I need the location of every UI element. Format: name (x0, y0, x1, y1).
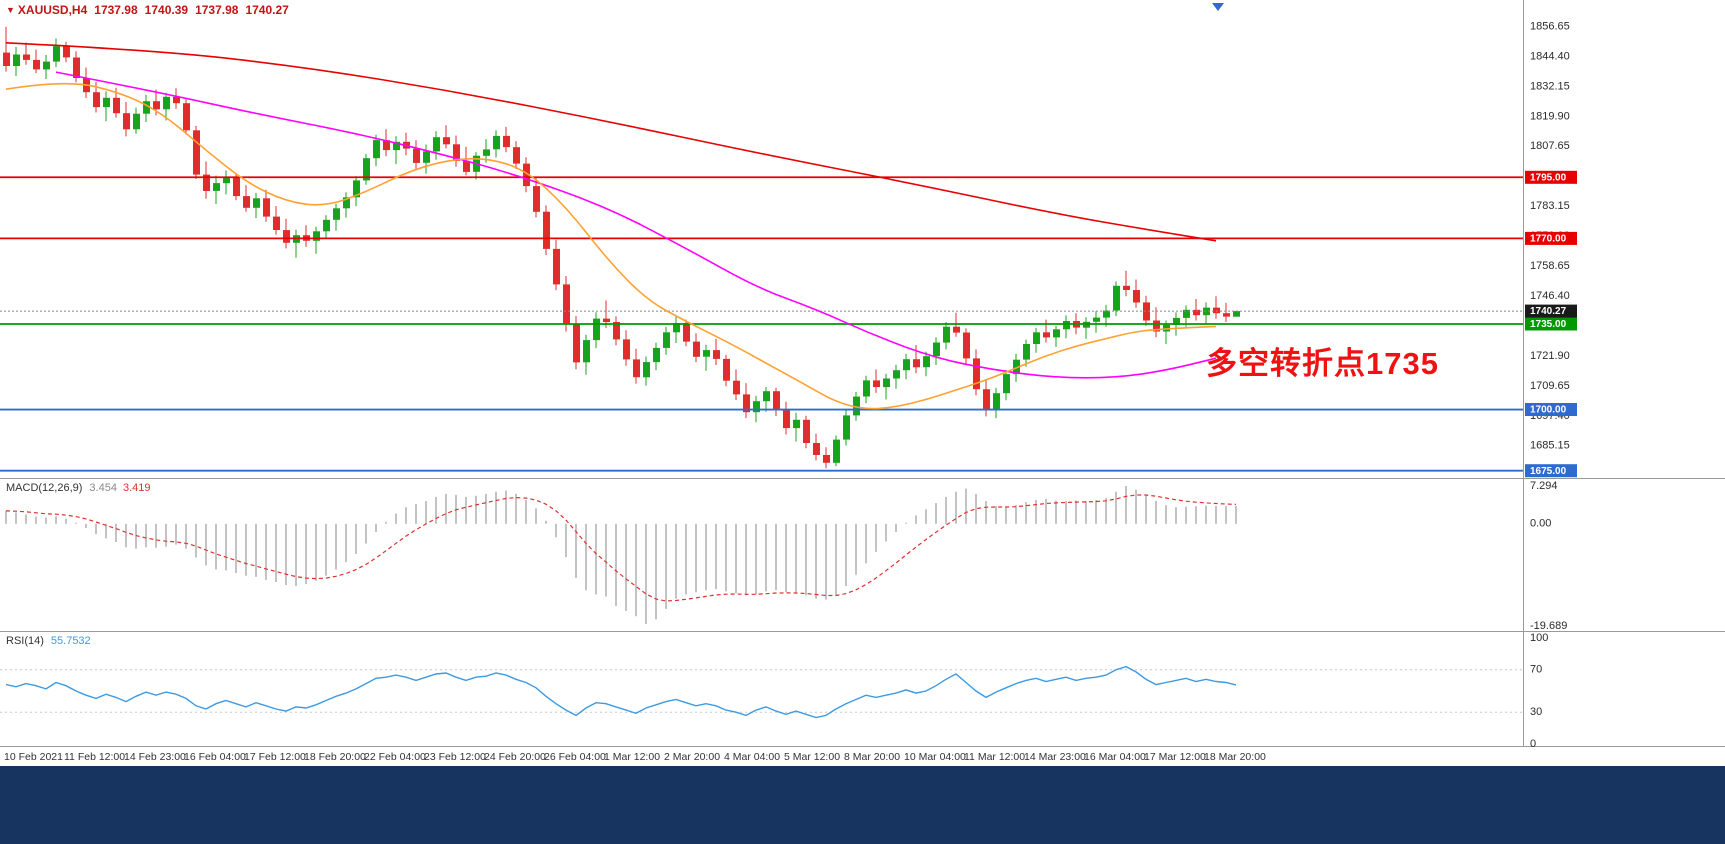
ohlc-high: 1740.39 (144, 3, 189, 17)
price-tag-1700.00[interactable]: 1700.00 (1525, 403, 1577, 416)
rsi-line (5, 665, 1237, 719)
svg-text:1770.00: 1770.00 (1530, 234, 1567, 245)
svg-text:1700.00: 1700.00 (1530, 405, 1567, 416)
price-tag-1770.00[interactable]: 1770.00 (1525, 231, 1577, 245)
svg-text:14 Feb 23:00: 14 Feb 23:00 (124, 751, 186, 763)
macd-signal-value: 3.419 (122, 482, 151, 494)
svg-text:17 Mar 12:00: 17 Mar 12:00 (1144, 751, 1206, 763)
rsi-value: 55.7532 (50, 635, 91, 647)
price-tag-1735.00[interactable]: 1735.00 (1525, 317, 1577, 331)
chart-header: ▼ XAUUSD,H4 1737.98 1740.39 1737.98 1740.27 (6, 3, 289, 17)
svg-text:17 Feb 12:00: 17 Feb 12:00 (244, 751, 306, 763)
svg-text:0: 0 (1530, 738, 1536, 750)
svg-text:7.294: 7.294 (1530, 480, 1558, 492)
macd-axis[interactable]: 7.294 0.00 -19.689 (1530, 480, 1567, 632)
bottom-panel (0, 766, 1725, 844)
svg-text:1735.00: 1735.00 (1530, 319, 1567, 330)
svg-text:-19.689: -19.689 (1530, 620, 1567, 632)
macd-main-value: 3.454 (89, 482, 117, 494)
svg-text:1819.90: 1819.90 (1530, 110, 1570, 122)
svg-text:1844.40: 1844.40 (1530, 50, 1570, 62)
svg-text:30: 30 (1530, 706, 1542, 718)
ma-fast-line (5, 82, 1217, 410)
svg-text:1746.40: 1746.40 (1530, 290, 1570, 302)
macd-label: MACD(12,26,9) (6, 482, 83, 494)
svg-text:4 Mar 04:00: 4 Mar 04:00 (724, 751, 780, 763)
svg-text:18 Feb 20:00: 18 Feb 20:00 (304, 751, 366, 763)
svg-text:14 Mar 23:00: 14 Mar 23:00 (1024, 751, 1086, 763)
ohlc-open: 1737.98 (94, 3, 138, 17)
rsi-label: RSI(14) (6, 635, 44, 647)
svg-text:8 Mar 20:00: 8 Mar 20:00 (844, 751, 900, 763)
svg-text:10 Mar 04:00: 10 Mar 04:00 (904, 751, 966, 763)
svg-text:5 Mar 12:00: 5 Mar 12:00 (784, 751, 840, 763)
chart-canvas[interactable]: 1856.65 1844.40 1832.15 1819.90 1807.65 1795.… (0, 0, 1725, 766)
svg-text:1832.15: 1832.15 (1530, 80, 1570, 92)
ohlc-close: 1740.27 (245, 3, 289, 17)
ma-mid-line (55, 71, 1217, 379)
svg-text:70: 70 (1530, 664, 1542, 676)
macd-header: MACD(12,26,9) 3.454 3.419 (6, 482, 150, 494)
rsi-axis[interactable]: 100 70 30 0 (1530, 632, 1548, 750)
current-price-tag[interactable]: 1740.27 (1525, 304, 1577, 318)
horizontal-level-lines[interactable] (0, 176, 1523, 472)
symbol-marker-icon[interactable]: ▼ (6, 5, 15, 15)
symbol-timeframe-label: XAUUSD,H4 (17, 3, 88, 17)
svg-text:23 Feb 12:00: 23 Feb 12:00 (424, 751, 486, 763)
chart-shift-marker-icon[interactable] (1212, 3, 1224, 11)
svg-text:1675.00: 1675.00 (1530, 466, 1567, 477)
svg-text:2 Mar 20:00: 2 Mar 20:00 (664, 751, 720, 763)
svg-text:18 Mar 20:00: 18 Mar 20:00 (1204, 751, 1266, 763)
macd-signal-line (5, 494, 1237, 602)
svg-text:1685.15: 1685.15 (1530, 440, 1570, 452)
svg-text:1807.65: 1807.65 (1530, 140, 1570, 152)
svg-text:1709.65: 1709.65 (1530, 380, 1570, 392)
panel-separators (0, 0, 1725, 747)
svg-text:24 Feb 20:00: 24 Feb 20:00 (484, 751, 546, 763)
rsi-level-lines (0, 669, 1523, 713)
price-tag-1795.00[interactable]: 1795.00 (1525, 170, 1577, 184)
svg-text:16 Feb 04:00: 16 Feb 04:00 (184, 751, 246, 763)
svg-text:11 Feb 12:00: 11 Feb 12:00 (64, 751, 125, 763)
svg-text:1783.15: 1783.15 (1530, 200, 1570, 212)
ma-slow-line (5, 42, 1217, 242)
macd-histogram (5, 486, 1237, 624)
candlestick-series (3, 26, 1240, 469)
svg-text:10 Feb 2021: 10 Feb 2021 (4, 751, 63, 763)
ohlc-low: 1737.98 (195, 3, 239, 17)
svg-text:1758.65: 1758.65 (1530, 260, 1570, 272)
svg-text:22 Feb 04:00: 22 Feb 04:00 (364, 751, 426, 763)
svg-text:1856.65: 1856.65 (1530, 20, 1570, 32)
svg-text:100: 100 (1530, 632, 1548, 644)
svg-text:1721.90: 1721.90 (1530, 350, 1570, 362)
price-tag-1675.00[interactable]: 1675.00 (1525, 464, 1577, 478)
svg-text:1795.00: 1795.00 (1530, 172, 1567, 183)
svg-text:16 Mar 04:00: 16 Mar 04:00 (1084, 751, 1146, 763)
price-tags[interactable]: 1795.00 1770.00 1735.00 1700.00 1675.00 1740.… (1525, 170, 1577, 478)
svg-text:1740.27: 1740.27 (1530, 306, 1567, 317)
svg-text:11 Mar 12:00: 11 Mar 12:00 (964, 751, 1025, 763)
chart-annotation: 多空转折点1735 (1206, 346, 1439, 381)
svg-text:1 Mar 12:00: 1 Mar 12:00 (604, 751, 660, 763)
svg-text:26 Feb 04:00: 26 Feb 04:00 (544, 751, 606, 763)
svg-text:0.00: 0.00 (1530, 518, 1551, 530)
rsi-header: RSI(14) 55.7532 (6, 635, 91, 647)
